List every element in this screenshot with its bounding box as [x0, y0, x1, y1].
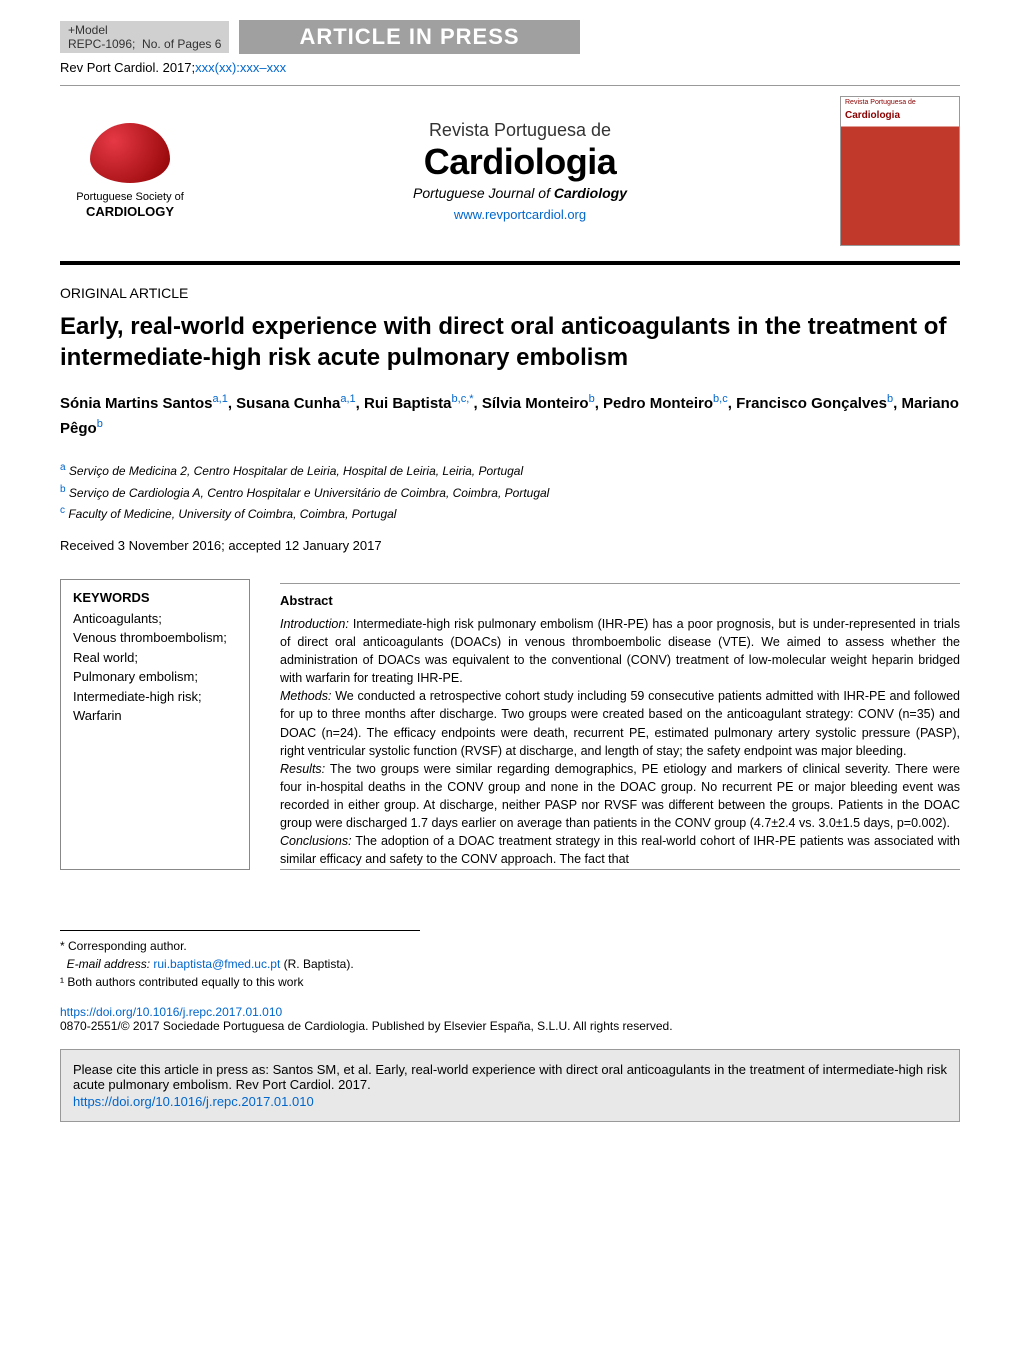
- abstract-intro: Introduction: Intermediate-high risk pul…: [280, 615, 960, 688]
- intro-label: Introduction:: [280, 617, 349, 631]
- citation-line: Rev Port Cardiol. 2017;xxx(xx):xxx–xxx: [60, 60, 960, 75]
- abstract-methods: Methods: We conducted a retrospective co…: [280, 687, 960, 760]
- journal-cover-thumbnail: Revista Portuguesa de Cardiologia: [840, 96, 960, 246]
- society-logo: Portuguese Society of CARDIOLOGY: [60, 123, 200, 220]
- cover-pretitle: Revista Portuguesa de: [841, 97, 959, 108]
- keywords-heading: KEYWORDS: [73, 590, 237, 605]
- email-name: (R. Baptista).: [280, 957, 353, 971]
- results-label: Results:: [280, 762, 325, 776]
- journal-url[interactable]: www.revportcardiol.org: [200, 207, 840, 222]
- cite-box: Please cite this article in press as: Sa…: [60, 1049, 960, 1122]
- journal-pre: Revista Portuguesa de: [200, 120, 840, 141]
- intro-text: Intermediate-high risk pulmonary embolis…: [280, 617, 960, 685]
- journal-sub-italic: Portuguese Journal of: [413, 185, 550, 201]
- copyright: 0870-2551/© 2017 Sociedade Portuguesa de…: [60, 1019, 960, 1033]
- author: Sílvia Monteiro: [482, 395, 589, 412]
- doi-block: https://doi.org/10.1016/j.repc.2017.01.0…: [60, 1005, 960, 1033]
- author-sup: a,1: [340, 393, 355, 405]
- journal-title-block: Revista Portuguesa de Cardiologia Portug…: [200, 120, 840, 222]
- abstract-box: Abstract Introduction: Intermediate-high…: [280, 579, 960, 870]
- article-type: ORIGINAL ARTICLE: [60, 285, 960, 301]
- model-box: +Model REPC-1096; No. of Pages 6: [60, 21, 229, 53]
- affiliation-a: Serviço de Medicina 2, Centro Hospitalar…: [69, 464, 523, 478]
- cite-text: Please cite this article in press as: Sa…: [73, 1062, 947, 1092]
- author-sup: a,1: [213, 393, 228, 405]
- keywords-box: KEYWORDS Anticoagulants; Venous thromboe…: [60, 579, 250, 870]
- email-label: E-mail address:: [67, 957, 150, 971]
- corresponding-author: * Corresponding author.: [60, 937, 420, 955]
- author: Rui Baptista: [364, 395, 452, 412]
- author-sup: b,c,*: [452, 393, 474, 405]
- press-banner: ARTICLE IN PRESS: [239, 20, 579, 54]
- affiliation-c: Faculty of Medicine, University of Coimb…: [68, 507, 396, 521]
- heart-icon: [90, 123, 170, 183]
- cover-title: Cardiologia: [841, 108, 959, 123]
- keywords-list: Anticoagulants; Venous thromboembolism; …: [73, 609, 237, 726]
- equal-contribution: ¹ Both authors contributed equally to th…: [60, 973, 420, 991]
- affiliations: a Serviço de Medicina 2, Centro Hospital…: [60, 460, 960, 524]
- journal-sub-bold: Cardiology: [554, 185, 627, 201]
- doi-link[interactable]: https://doi.org/10.1016/j.repc.2017.01.0…: [60, 1005, 960, 1019]
- affiliation-b: Serviço de Cardiologia A, Centro Hospita…: [69, 486, 549, 500]
- content-row: KEYWORDS Anticoagulants; Venous thromboe…: [60, 579, 960, 870]
- cite-doi-link[interactable]: https://doi.org/10.1016/j.repc.2017.01.0…: [73, 1094, 947, 1109]
- author-sup: b: [887, 393, 893, 405]
- model-code: REPC-1096;: [68, 37, 135, 51]
- footnotes: * Corresponding author. E-mail address: …: [60, 930, 420, 991]
- society-line1: Portuguese Society of: [60, 191, 200, 204]
- abstract-heading: Abstract: [280, 592, 960, 611]
- model-header: +Model REPC-1096; No. of Pages 6 ARTICLE…: [60, 20, 960, 54]
- conclusions-label: Conclusions:: [280, 834, 352, 848]
- conclusions-text: The adoption of a DOAC treatment strateg…: [280, 834, 960, 866]
- journal-name: Cardiologia: [200, 141, 840, 183]
- abstract-results: Results: The two groups were similar reg…: [280, 760, 960, 833]
- citation-suffix: xxx(xx):xxx–xxx: [195, 60, 286, 75]
- author-sup: b: [589, 393, 595, 405]
- author-sup: b: [97, 418, 103, 430]
- model-tag: +Model: [68, 23, 108, 37]
- author: Pedro Monteiro: [603, 395, 713, 412]
- author: Sónia Martins Santos: [60, 395, 213, 412]
- society-line2: CARDIOLOGY: [60, 204, 200, 220]
- journal-subtitle: Portuguese Journal of Cardiology: [200, 185, 840, 201]
- author-sup: b,c: [713, 393, 728, 405]
- journal-header: Portuguese Society of CARDIOLOGY Revista…: [60, 85, 960, 265]
- results-text: The two groups were similar regarding de…: [280, 762, 960, 830]
- author-list: Sónia Martins Santosa,1, Susana Cunhaa,1…: [60, 391, 960, 440]
- received-accepted-dates: Received 3 November 2016; accepted 12 Ja…: [60, 538, 960, 553]
- methods-text: We conducted a retrospective cohort stud…: [280, 689, 960, 757]
- methods-label: Methods:: [280, 689, 331, 703]
- citation-prefix: Rev Port Cardiol. 2017;: [60, 60, 195, 75]
- article-title: Early, real-world experience with direct…: [60, 311, 960, 373]
- email-link[interactable]: rui.baptista@fmed.uc.pt: [153, 957, 280, 971]
- abstract-conclusions: Conclusions: The adoption of a DOAC trea…: [280, 832, 960, 868]
- author: Susana Cunha: [236, 395, 340, 412]
- email-line: E-mail address: rui.baptista@fmed.uc.pt …: [60, 955, 420, 973]
- author: Francisco Gonçalves: [736, 395, 887, 412]
- society-text: Portuguese Society of CARDIOLOGY: [60, 191, 200, 220]
- pages-label: No. of Pages 6: [142, 37, 221, 51]
